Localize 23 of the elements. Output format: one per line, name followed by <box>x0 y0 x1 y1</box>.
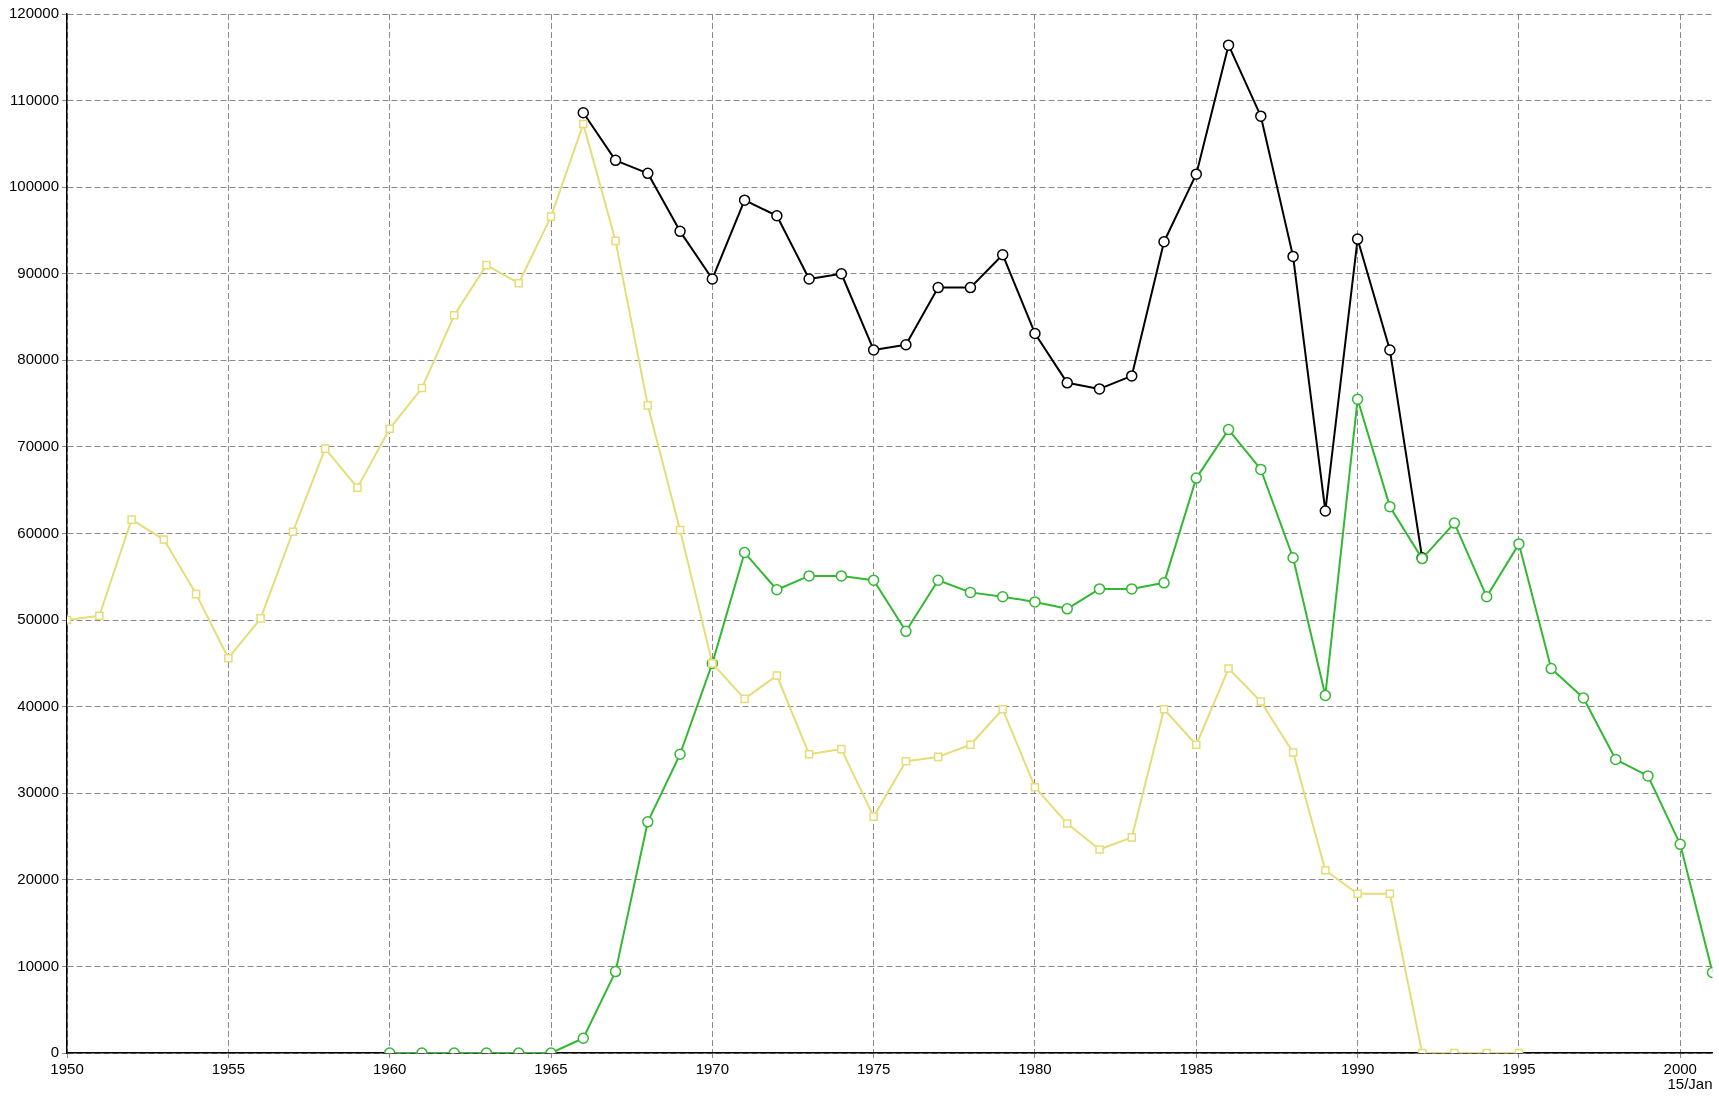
y-tick-label: 110000 <box>10 90 60 108</box>
y-tick-label: 50000 <box>17 610 60 628</box>
y-tick-label: 120000 <box>8 4 60 22</box>
x-tick-label: 1955 <box>211 1060 246 1078</box>
x-tick-label: 1965 <box>534 1060 568 1078</box>
x-tick-label: 1975 <box>856 1060 891 1078</box>
y-tick-label: 70000 <box>17 437 60 455</box>
y-tick-label: 10000 <box>17 956 60 974</box>
y-tick-label: 0 <box>50 1043 60 1061</box>
y-tick-label: 30000 <box>17 783 60 801</box>
x-tick-label: 1960 <box>373 1060 407 1078</box>
y-tick-label: 80000 <box>17 350 60 368</box>
y-tick-label: 40000 <box>17 696 60 714</box>
y-tick-label: 90000 <box>17 263 60 281</box>
x-tick-label: 1980 <box>1018 1060 1052 1078</box>
x-tick-label: 1950 <box>50 1060 84 1078</box>
x-tick-label: 1995 <box>1502 1060 1536 1078</box>
x-tick-label: 1985 <box>1179 1060 1213 1078</box>
x-tick-label: 1990 <box>1340 1060 1375 1078</box>
y-tick-label: 60000 <box>17 523 60 541</box>
y-tick-label: 20000 <box>17 869 60 887</box>
y-tick-label: 100000 <box>8 177 60 195</box>
x-tick-label: 1970 <box>695 1060 730 1078</box>
